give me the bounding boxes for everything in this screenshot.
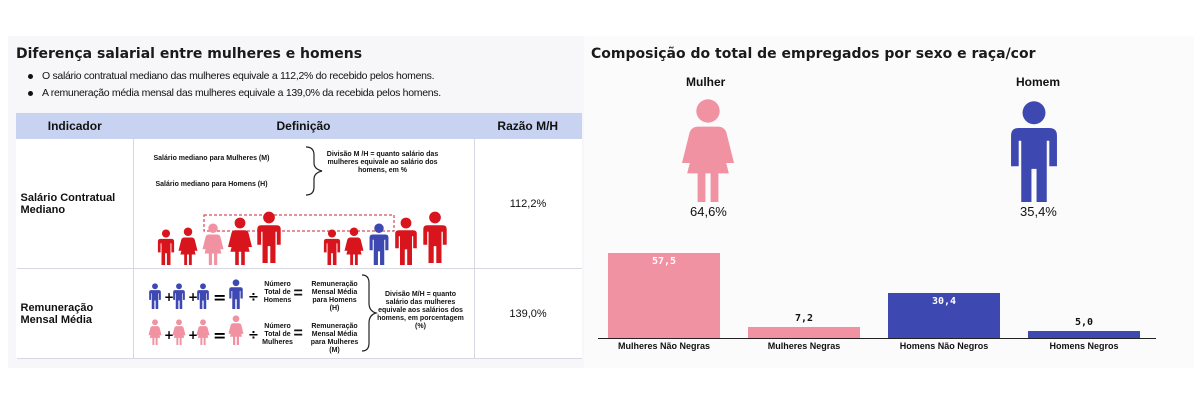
sum-pictogram: + + = ÷ + + = ÷ xyxy=(148,279,259,345)
indicator-cell: Remuneração Mensal Média xyxy=(16,268,133,359)
salary-title: Diferença salarial entre mulheres e home… xyxy=(16,46,363,62)
people-pictogram xyxy=(157,211,447,265)
svg-text:=: = xyxy=(213,326,226,345)
table-row: Salário Contratual Mediano Salário media… xyxy=(16,138,582,269)
svg-text:+: + xyxy=(188,290,198,304)
female-label: Mulher xyxy=(686,75,726,89)
male-label: Homem xyxy=(1016,75,1061,89)
svg-text:+: + xyxy=(164,328,174,342)
header-indicador: Indicador xyxy=(16,113,134,139)
composition-panel xyxy=(584,36,1194,368)
svg-text:+: + xyxy=(164,290,174,304)
svg-text:÷: ÷ xyxy=(248,328,259,343)
svg-text:=: = xyxy=(213,288,226,307)
woman-icon xyxy=(682,99,734,202)
avg-men-label: Remuneração Mensal Média para Homens (H) xyxy=(311,281,358,312)
total-men-label: Número Total de Homens xyxy=(263,281,292,304)
indicator-cell: Salário Contratual Mediano xyxy=(16,138,133,269)
ratio-cell: 112,2% xyxy=(474,138,582,269)
total-women-label: Número Total de Mulheres xyxy=(262,323,293,346)
equals-icon: = xyxy=(293,325,303,342)
svg-text:+: + xyxy=(188,328,198,342)
definition-cell: Salário mediano para Mulheres (M) Salári… xyxy=(132,138,475,269)
salary-table: Indicador Definição Razão M/H Salário Co… xyxy=(16,113,582,359)
male-percentage: 35,4% xyxy=(1020,204,1057,219)
average-note: Divisão M/H = quanto salário das mulhere… xyxy=(377,291,464,330)
table-row: Remuneração Mensal Média + + = ÷ + + = ÷ xyxy=(16,268,582,359)
man-icon xyxy=(1011,101,1057,202)
equals-icon: = xyxy=(293,285,303,302)
avg-women-label: Remuneração Mensal Média para Mulheres (… xyxy=(310,323,359,354)
composition-title: Composição do total de empregados por se… xyxy=(591,46,1036,62)
brace-icon xyxy=(361,274,378,352)
bullet-item: A remuneração média mensal das mulheres … xyxy=(26,85,441,102)
female-percentage: 64,6% xyxy=(690,204,727,219)
definition-cell: + + = ÷ + + = ÷ Número Total de Homens N… xyxy=(132,268,475,359)
header-razao: Razão M/H xyxy=(473,113,582,139)
ratio-cell: 139,0% xyxy=(474,268,582,359)
median-women-label: Salário mediano para Mulheres (M) xyxy=(153,155,270,162)
bullet-item: O salário contratual mediano das mulhere… xyxy=(26,68,441,85)
svg-text:÷: ÷ xyxy=(248,290,259,305)
median-note: Divisão M /H = quanto salário das mulher… xyxy=(326,151,439,174)
header-definicao: Definição xyxy=(132,113,475,139)
brace-icon xyxy=(305,146,322,196)
median-men-label: Salário mediano para Homens (H) xyxy=(155,181,268,188)
bullet-list: O salário contratual mediano das mulhere… xyxy=(26,68,441,102)
